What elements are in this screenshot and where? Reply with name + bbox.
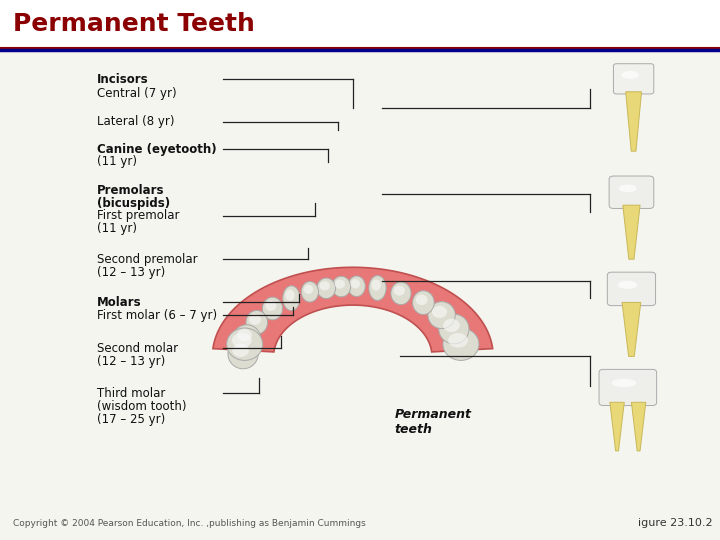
Ellipse shape	[413, 291, 434, 314]
Ellipse shape	[428, 302, 455, 329]
Polygon shape	[623, 205, 640, 259]
Ellipse shape	[394, 286, 405, 296]
Ellipse shape	[301, 281, 318, 302]
Text: Copyright © 2004 Pearson Education, Inc. ,publishing as Benjamin Cummings: Copyright © 2004 Pearson Education, Inc.…	[13, 519, 366, 528]
Text: (11 yr): (11 yr)	[97, 222, 138, 235]
Text: Permanent
teeth: Permanent teeth	[395, 408, 472, 436]
Ellipse shape	[438, 314, 469, 344]
Text: Third molar: Third molar	[97, 387, 166, 400]
Text: (wisdom tooth): (wisdom tooth)	[97, 400, 186, 413]
Text: Molars: Molars	[97, 296, 142, 309]
Text: (17 – 25 yr): (17 – 25 yr)	[97, 413, 166, 426]
Ellipse shape	[448, 333, 468, 348]
Ellipse shape	[335, 280, 345, 289]
Ellipse shape	[415, 294, 428, 305]
Ellipse shape	[285, 289, 294, 301]
Text: Permanent Teeth: Permanent Teeth	[13, 12, 255, 36]
Text: Lateral (8 yr): Lateral (8 yr)	[97, 115, 175, 128]
FancyBboxPatch shape	[613, 64, 654, 94]
Ellipse shape	[249, 314, 261, 325]
Text: igure 23.10.2: igure 23.10.2	[638, 518, 713, 528]
Ellipse shape	[283, 286, 300, 310]
Ellipse shape	[612, 379, 636, 387]
Ellipse shape	[332, 276, 351, 297]
Ellipse shape	[351, 279, 360, 288]
Polygon shape	[622, 302, 641, 356]
Text: Central (7 yr): Central (7 yr)	[97, 87, 177, 100]
Bar	[0, 0, 720, 49]
Ellipse shape	[262, 297, 282, 320]
Ellipse shape	[320, 281, 330, 291]
Text: (bicuspids): (bicuspids)	[97, 197, 171, 210]
Polygon shape	[213, 267, 492, 352]
Text: Canine (eyetooth): Canine (eyetooth)	[97, 143, 217, 156]
Text: (12 – 13 yr): (12 – 13 yr)	[97, 355, 166, 368]
FancyBboxPatch shape	[609, 176, 654, 208]
Ellipse shape	[237, 329, 252, 341]
Ellipse shape	[228, 339, 258, 369]
Text: First molar (6 – 7 yr): First molar (6 – 7 yr)	[97, 309, 217, 322]
Ellipse shape	[372, 279, 381, 291]
Ellipse shape	[317, 278, 336, 299]
Polygon shape	[631, 402, 646, 451]
Text: First premolar: First premolar	[97, 210, 180, 222]
Ellipse shape	[432, 306, 447, 318]
Ellipse shape	[233, 325, 261, 352]
Polygon shape	[626, 92, 642, 151]
Text: (12 – 13 yr): (12 – 13 yr)	[97, 266, 166, 279]
Ellipse shape	[369, 275, 386, 300]
Text: Second molar: Second molar	[97, 342, 179, 355]
Polygon shape	[610, 402, 624, 451]
Ellipse shape	[246, 310, 268, 334]
Ellipse shape	[443, 328, 479, 360]
Ellipse shape	[227, 328, 263, 360]
Ellipse shape	[232, 333, 252, 348]
Ellipse shape	[233, 343, 249, 357]
Ellipse shape	[348, 276, 365, 296]
Text: (11 yr): (11 yr)	[97, 156, 138, 168]
Ellipse shape	[619, 185, 637, 192]
FancyBboxPatch shape	[608, 272, 656, 306]
FancyBboxPatch shape	[599, 369, 657, 406]
Ellipse shape	[621, 71, 639, 79]
Text: Incisors: Incisors	[97, 73, 149, 86]
Text: Premolars: Premolars	[97, 184, 165, 197]
Ellipse shape	[266, 301, 276, 311]
Ellipse shape	[304, 285, 313, 294]
Ellipse shape	[391, 282, 411, 305]
Text: Second premolar: Second premolar	[97, 253, 198, 266]
Ellipse shape	[443, 319, 460, 332]
Ellipse shape	[618, 281, 637, 289]
